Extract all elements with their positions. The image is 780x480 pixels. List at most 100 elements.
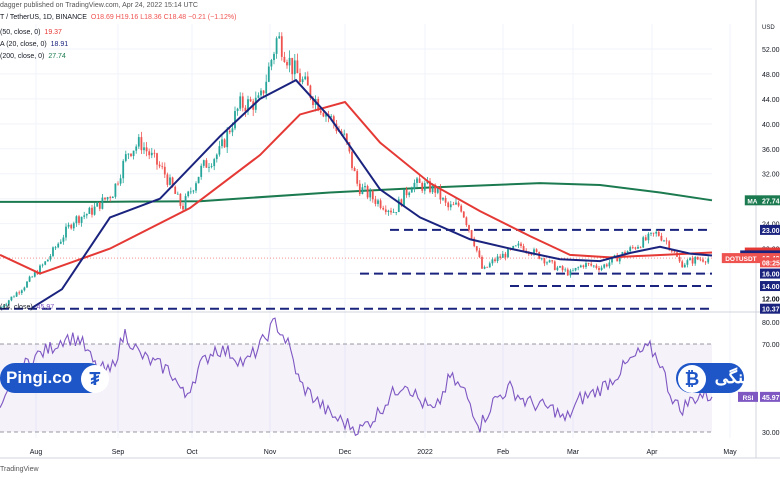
candle-body: [325, 114, 327, 117]
candle-body: [668, 241, 671, 250]
candle-body: [15, 292, 18, 297]
candle: [657, 230, 660, 237]
candle: [91, 204, 93, 218]
indicator-sma200-legend: (200, close, 0) 27.74: [0, 52, 68, 61]
candle: [140, 131, 143, 154]
candle-body: [431, 184, 434, 193]
candle: [387, 209, 390, 216]
candle-body: [660, 235, 663, 241]
candle-body: [72, 223, 75, 229]
candle: [647, 232, 650, 244]
candle: [418, 175, 421, 184]
ema20-line: [31, 78, 713, 309]
candle-body: [132, 150, 135, 157]
candle-body: [80, 216, 83, 223]
candle-body: [694, 257, 697, 264]
candle: [124, 150, 127, 163]
candle-body: [187, 191, 190, 197]
candle: [660, 232, 663, 242]
candle: [377, 198, 379, 207]
candle: [592, 265, 595, 268]
candle-body: [491, 259, 494, 264]
candle: [111, 196, 114, 199]
candle-body: [351, 151, 353, 168]
candle-body: [109, 197, 112, 199]
candle-body: [182, 205, 184, 210]
candle: [104, 197, 106, 201]
candle: [585, 261, 587, 269]
candle-body: [119, 178, 122, 184]
candle-body: [2, 305, 5, 308]
candle-body: [624, 252, 626, 255]
candle: [436, 187, 439, 195]
candle-body: [7, 300, 10, 305]
ema20-path: [31, 78, 713, 309]
candle-body: [470, 230, 473, 239]
candle-body: [0, 307, 2, 308]
candle-body: [598, 268, 600, 270]
currency-label: USD: [762, 25, 775, 31]
candle: [106, 196, 109, 201]
candle-body: [75, 216, 78, 224]
candle: [595, 263, 598, 270]
candle: [561, 265, 564, 273]
candle-body: [650, 232, 652, 234]
candle: [215, 153, 218, 163]
candle: [174, 185, 177, 195]
candle: [67, 222, 70, 229]
candle-body: [637, 246, 639, 249]
candle: [548, 259, 551, 263]
candle-body: [130, 153, 132, 157]
candle: [10, 296, 13, 302]
candle-body: [236, 108, 239, 112]
rsi-badge-tag: [738, 391, 758, 402]
candle: [564, 267, 567, 272]
candle: [504, 251, 507, 261]
candle: [158, 161, 161, 169]
time-tick-label: Sep: [112, 449, 125, 456]
indicator-name: (200, close, 0): [0, 53, 45, 60]
candle-body: [231, 128, 234, 133]
candle-body: [686, 260, 689, 265]
time-tick-label: Feb: [497, 449, 509, 456]
watermark-left-text: Pingi.co: [6, 368, 73, 387]
rsi-legend-name: (14, close): [0, 304, 33, 311]
candle-body: [124, 154, 127, 161]
candle: [98, 202, 101, 212]
candle: [143, 142, 145, 154]
candle: [163, 162, 166, 179]
candle-body: [382, 207, 385, 210]
candle: [213, 157, 216, 171]
candle-body: [244, 107, 247, 112]
candle: [520, 241, 522, 249]
candle-body: [260, 90, 262, 96]
rsi-tick-label: 80.00: [762, 320, 780, 327]
price-tick-label: 48.00: [762, 72, 780, 79]
candle-body: [421, 182, 424, 191]
candle: [579, 264, 582, 268]
candle: [546, 261, 548, 266]
candle-body: [587, 263, 590, 264]
candle: [179, 193, 182, 209]
candle-body: [332, 116, 335, 124]
candle: [195, 181, 197, 194]
candle: [572, 268, 574, 272]
candle-body: [18, 292, 21, 294]
candle: [156, 152, 158, 170]
candle-body: [41, 264, 44, 266]
candle-body: [699, 259, 702, 261]
candle: [699, 256, 702, 262]
candle: [101, 193, 104, 210]
candle-body: [707, 258, 710, 263]
candle: [23, 286, 26, 292]
candle: [569, 268, 572, 278]
candle: [122, 159, 125, 184]
candle-body: [158, 164, 161, 167]
candle-body: [28, 276, 31, 282]
candle: [161, 162, 164, 170]
candle-body: [309, 85, 312, 98]
candle-body: [595, 265, 598, 269]
candle-body: [689, 258, 691, 261]
candle-body: [655, 231, 658, 234]
